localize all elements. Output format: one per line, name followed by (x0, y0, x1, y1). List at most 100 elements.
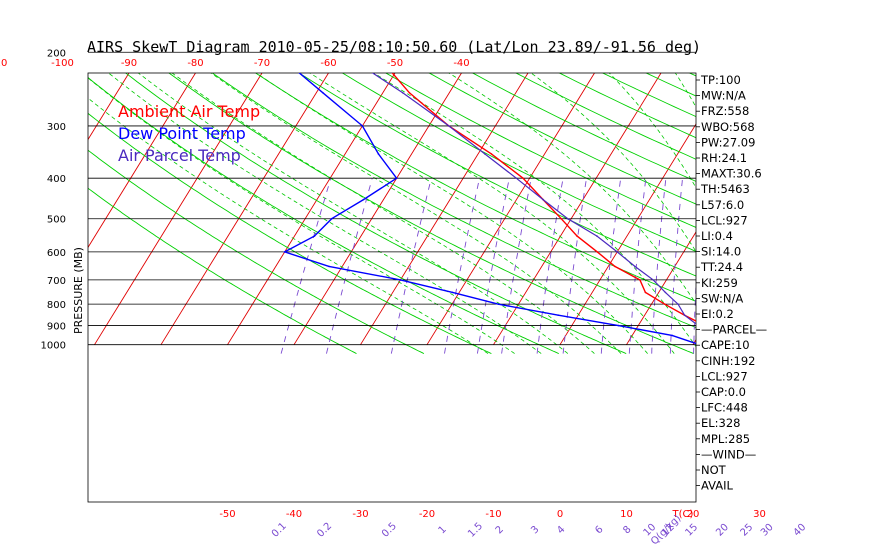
isobar-layer (87, 51, 697, 503)
mixing-ratio-line (476, 178, 510, 354)
series-line-air-parcel-temp (371, 73, 696, 325)
mixing-ratio-tick-label: 0.5 (380, 521, 399, 540)
legend-dew-point-temp: Dew Point Temp (118, 124, 246, 143)
series-point (300, 0, 302, 1)
stability-index-label: TT:24.4 (700, 260, 743, 274)
series-point (377, 153, 380, 155)
series-point (484, 153, 486, 155)
dry-adiabat-line (471, 73, 696, 182)
top-temp-tick-label: -60 (320, 58, 336, 69)
mixing-ratio-line (628, 178, 647, 354)
pressure-tick-label: 300 (47, 122, 66, 133)
mixing-ratio-tick-label: 25 (739, 522, 756, 539)
series-point (328, 265, 330, 268)
series-point (617, 324, 620, 327)
pressure-tick-label: 600 (47, 248, 66, 259)
bottom-temp-tick-label: 10 (620, 509, 633, 520)
legend-ambient-air-temp: Ambient Air Temp (118, 102, 260, 121)
series-point (408, 92, 411, 94)
series-point (560, 217, 562, 220)
mixing-ratio-line (562, 178, 587, 354)
mixing-ratio-tick-label: 4 (555, 524, 567, 536)
mixing-ratio-tick-label: 30 (759, 522, 776, 539)
bottom-temp-tick-label: 30 (753, 509, 766, 520)
series-point (616, 251, 618, 253)
series-point (542, 198, 544, 201)
series-point (567, 217, 569, 220)
dry-adiabat-line (168, 73, 694, 355)
stability-index-label: FRZ:558 (701, 104, 749, 118)
stability-index-label: EI:0.2 (701, 307, 734, 321)
dry-adiabat-line (88, 76, 559, 355)
stability-index-label: RH:24.1 (701, 151, 747, 165)
dry-adiabat-line (601, 73, 696, 118)
top-temp-tick-label: -40 (453, 58, 469, 69)
pressure-tick-label: 1000 (41, 341, 66, 352)
stability-index-label: CAPE:10 (701, 338, 750, 352)
pressure-tick-label: 500 (47, 215, 66, 226)
isotherm-line (88, 73, 196, 249)
series-point (671, 334, 673, 337)
series-point (557, 314, 560, 317)
isotherm-line (493, 73, 662, 345)
dry-adiabat-line (385, 73, 696, 228)
mixing-ratio-line (799, 178, 802, 353)
series-point (614, 265, 616, 268)
moist-adiabat-line (608, 73, 696, 189)
dry-adiabat-line (806, 0, 870, 354)
dry-adiabat-line (428, 73, 696, 205)
mixing-ratio-line (501, 178, 532, 354)
stability-index-label: WBO:568 (701, 120, 755, 134)
mixing-ratio-line (651, 178, 667, 354)
series-point (266, 32, 268, 34)
series-point (634, 265, 636, 268)
pressure-tick-labels: 1002003004005006007008009001000 (41, 48, 66, 352)
stability-index-label: AVAIL (701, 479, 734, 493)
mixing-ratio-tick-label: 40 (792, 522, 809, 539)
series-point (490, 153, 493, 155)
top-temp-tick-label: -90 (121, 58, 137, 69)
isotherm-line (360, 73, 529, 345)
series-point (644, 291, 647, 294)
stability-index-label: TP:100 (700, 73, 741, 87)
pressure-tick-label: 700 (47, 276, 66, 287)
stability-index-label: LCL:927 (701, 369, 748, 383)
series-point (330, 217, 333, 220)
pressure-tick-label: 200 (47, 48, 66, 59)
series-point (596, 235, 598, 237)
stability-index-label: PW:27.09 (701, 135, 755, 149)
mixing-ratio-tick-labels: 0.1 0.2 0.5 1 1.5 2 3 4 6 8 10 12 15 20 25 30 40Q(g/kg) (270, 513, 809, 547)
stability-index-label: MAXT:30.6 (701, 167, 762, 181)
series-point (683, 314, 686, 317)
series-point (322, 92, 324, 94)
series-point (246, 0, 248, 1)
stability-index-label: TH:5463 (700, 182, 750, 196)
series-point (677, 303, 679, 306)
series-point (326, 32, 328, 34)
bottom-temp-tick-label: -30 (352, 509, 368, 520)
dry-adiabat-line (211, 73, 696, 329)
stability-index-label: SW:N/A (701, 291, 743, 305)
bottom-temp-tick-label: -10 (485, 509, 501, 520)
dry-adiabat-line (124, 73, 627, 355)
stability-index-label: SI:14.0 (701, 245, 741, 259)
top-temp-tick-label: -50 (387, 58, 403, 69)
mixing-ratio-line (536, 178, 564, 354)
pressure-tick-label: 400 (47, 174, 66, 185)
series-point (664, 291, 667, 294)
series-point (652, 279, 654, 281)
mixing-ratio-line (280, 178, 332, 354)
top-temp-tick-label: -80 (187, 58, 203, 69)
mixing-ratio-tick-label: 6 (593, 524, 605, 536)
chart-title: AIRS SkewT Diagram 2010-05-25/08:10:50.6… (87, 38, 701, 56)
bottom-temp-tick-label: T(C) (672, 509, 694, 520)
series-point (395, 177, 398, 179)
bottom-temp-tick-label: -40 (286, 509, 302, 520)
bottom-temp-tick-labels: -50 -40 -30 -20 -10 0 10 20 30 T(C) (219, 509, 766, 520)
series-point (576, 235, 578, 237)
moist-adiabat-line (107, 73, 542, 354)
pressure-tick-label: 800 (47, 300, 66, 311)
moist-adiabat-line (210, 73, 622, 354)
mixing-ratio-tick-label: 0.2 (315, 521, 334, 540)
